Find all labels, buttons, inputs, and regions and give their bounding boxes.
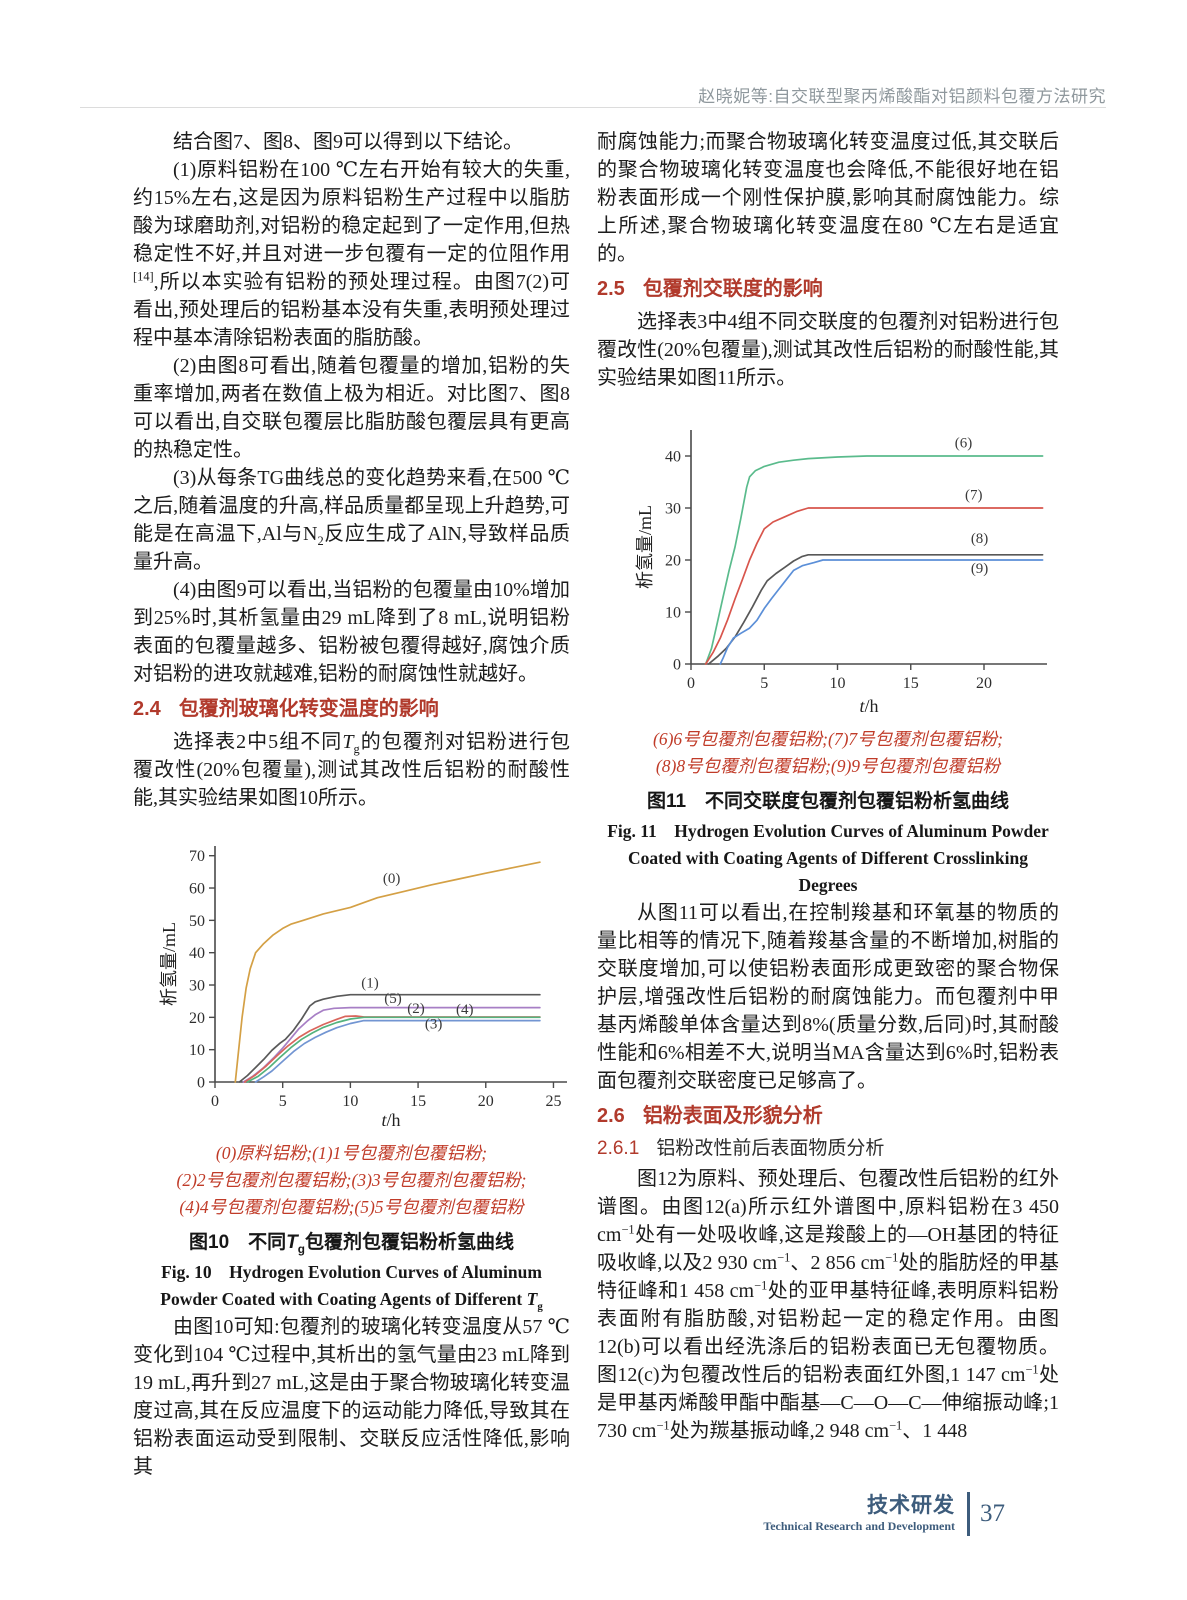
paragraph-after-2-4: 选择表2中5组不同Tg的包覆剂对铝粉进行包覆改性(20%包覆量),测试其改性后铝… (133, 731, 571, 809)
svg-text:(1): (1) (361, 976, 379, 992)
svg-text:40: 40 (665, 449, 681, 466)
svg-text:(0): (0) (383, 871, 401, 887)
svg-text:10: 10 (189, 1042, 205, 1059)
svg-text:10: 10 (342, 1093, 358, 1110)
paragraph-ir-analysis: 图12为原料、预处理后、包覆改性后铝粉的红外谱图。由图12(a)所示红外谱图中,… (597, 1168, 1060, 1442)
svg-text:(8): (8) (971, 531, 989, 547)
footer-labels: 技术研发 Technical Research and Development (763, 1494, 955, 1534)
fig11-legend: (6)6号包覆剂包覆铝粉;(7)7号包覆剂包覆铝粉; (8)8号包覆剂包覆铝粉;… (597, 726, 1059, 780)
section-number: 2.5 (597, 278, 625, 300)
svg-text:10: 10 (665, 605, 681, 622)
section-number: 2.6 (597, 1105, 625, 1127)
running-head-title: 赵晓妮等:自交联型聚丙烯酸酯对铝颜料包覆方法研究 (698, 87, 1106, 106)
section-title: 包覆剂玻璃化转变温度的影响 (178, 698, 439, 720)
section-heading-2-5: 2.5 包覆剂交联度的影响 (597, 275, 1059, 303)
fig11-legend-line-2: (8)8号包覆剂包覆铝粉;(9)9号包覆剂包覆铝粉 (655, 756, 1001, 776)
page-number: 37 (980, 1500, 1005, 1527)
page-footer: 技术研发 Technical Research and Development … (763, 1492, 1005, 1536)
svg-text:(9): (9) (971, 561, 989, 577)
svg-text:0: 0 (673, 657, 681, 674)
section-title: 铝粉改性前后表面物质分析 (656, 1138, 885, 1159)
svg-text:10: 10 (830, 675, 846, 692)
left-column: 结合图7、图8、图9可以得到以下结论。 (1)原料铝粉在100 ℃左右开始有较大… (133, 128, 570, 1481)
section-heading-2-4: 2.4 包覆剂玻璃化转变温度的影响 (133, 695, 570, 723)
paragraph-conclusion-2: (2)由图8可看出,随着包覆量的增加,铝粉的失重率增加,两者在数值上极为相近。对… (133, 355, 570, 461)
fig11-caption-en: Fig. 11 Hydrogen Evolution Curves of Alu… (607, 821, 1049, 895)
svg-text:25: 25 (545, 1093, 561, 1110)
svg-text:0: 0 (687, 675, 695, 692)
svg-text:析氢量/mL: 析氢量/mL (159, 922, 179, 1006)
section-number: 2.6.1 (597, 1138, 640, 1159)
svg-text:0: 0 (211, 1093, 219, 1110)
svg-text:(3): (3) (425, 1016, 443, 1032)
svg-text:5: 5 (279, 1093, 287, 1110)
fig10-legend: (0)原料铝粉;(1)1号包覆剂包覆铝粉; (2)2号包覆剂包覆铝粉;(3)3号… (133, 1140, 570, 1221)
right-column: 耐腐蚀能力;而聚合物玻璃化转变温度过低,其交联后的聚合物玻璃化转变温度也会降低,… (597, 128, 1059, 1445)
svg-text:30: 30 (189, 978, 205, 995)
section-number: 2.4 (133, 698, 161, 720)
svg-text:析氢量/mL: 析氢量/mL (635, 505, 655, 589)
fig10-chart: 0 5 10 15 20 25 0 10 20 30 40 50 60 70 t/h 析氢量/mL (0) (1)… (159, 846, 567, 1130)
figure-11: 0 5 10 15 20 0 10 20 30 40 t/h 析氢量/mL (6) (7) (8) (9) (… (597, 416, 1059, 899)
svg-text:5: 5 (760, 675, 768, 692)
fig10-legend-line-1: (0)原料铝粉;(1)1号包覆剂包覆铝粉; (215, 1143, 488, 1163)
svg-text:(6): (6) (955, 436, 973, 452)
svg-text:(4): (4) (456, 1002, 474, 1018)
section-heading-2-6: 2.6 铝粉表面及形貌分析 (597, 1102, 1059, 1130)
svg-text:40: 40 (189, 945, 205, 962)
footer-section-label-zh: 技术研发 (867, 1494, 955, 1517)
svg-text:(5): (5) (384, 991, 402, 1007)
fig10-legend-line-3: (4)4号包覆剂包覆铝粉;(5)5号包覆剂包覆铝粉 (179, 1197, 524, 1217)
paragraph-after-2-5: 选择表3中4组不同交联度的包覆剂对铝粉进行包覆改性(20%包覆量),测试其改性后… (597, 311, 1059, 389)
svg-text:15: 15 (903, 675, 919, 692)
footer-section-label-en: Technical Research and Development (763, 1519, 955, 1533)
fig11-chart: 0 5 10 15 20 0 10 20 30 40 t/h 析氢量/mL (6) (7) (8) (9) (635, 430, 1047, 716)
svg-text:t/h: t/h (381, 1110, 400, 1130)
paragraph-fig10-discussion: 由图10可知:包覆剂的玻璃化转变温度从57 ℃变化到104 ℃过程中,其析出的氢… (133, 1316, 570, 1478)
svg-text:20: 20 (665, 553, 681, 570)
fig10-caption-en: Fig. 10 Hydrogen Evolution Curves of Alu… (160, 1262, 543, 1313)
svg-text:t/h: t/h (859, 696, 878, 716)
paragraph-fig11-discussion: 从图11可以看出,在控制羧基和环氧基的物质的量比相等的情况下,随着羧基含量的不断… (597, 902, 1059, 1092)
svg-text:20: 20 (976, 675, 992, 692)
fig11-legend-line-1: (6)6号包覆剂包覆铝粉;(7)7号包覆剂包覆铝粉; (653, 729, 1003, 749)
paragraph-conclusion-3: (3)从每条TG曲线总的变化趋势来看,在500 ℃之后,随着温度的升高,样品质量… (133, 467, 570, 573)
svg-text:60: 60 (189, 881, 205, 898)
figure-10: 0 5 10 15 20 25 0 10 20 30 40 50 60 70 t/h 析氢量/mL (0) (1)… (133, 836, 570, 1313)
svg-text:20: 20 (189, 1010, 205, 1027)
paragraph-conclusion-4: (4)由图9可以看出,当铝粉的包覆量由10%增加到25%时,其析氢量由29 mL… (133, 579, 570, 685)
paragraph-continuation: 耐腐蚀能力;而聚合物玻璃化转变温度过低,其交联后的聚合物玻璃化转变温度也会降低,… (597, 131, 1059, 265)
paragraph-conclusion-1: (1)原料铝粉在100 ℃左右开始有较大的失重,约15%左右,这是因为原料铝粉生… (133, 159, 570, 349)
fig10-legend-line-2: (2)2号包覆剂包覆铝粉;(3)3号包覆剂包覆铝粉; (176, 1170, 527, 1190)
svg-text:(7): (7) (965, 488, 983, 504)
svg-text:50: 50 (189, 913, 205, 930)
section-heading-2-6-1: 2.6.1 铝粉改性前后表面物质分析 (597, 1135, 1059, 1163)
svg-text:(2): (2) (407, 1001, 425, 1017)
fig10-caption-zh: 图10 不同Tg包覆剂包覆铝粉析氢曲线 (189, 1232, 514, 1256)
svg-text:30: 30 (665, 501, 681, 518)
fig11-caption-zh: 图11 不同交联度包覆剂包覆铝粉析氢曲线 (646, 791, 1010, 812)
footer-divider (967, 1492, 970, 1536)
paragraph-conclusion-intro: 结合图7、图8、图9可以得到以下结论。 (173, 131, 523, 153)
svg-text:0: 0 (197, 1075, 205, 1092)
svg-text:70: 70 (189, 848, 205, 865)
svg-text:20: 20 (478, 1093, 494, 1110)
section-title: 铝粉表面及形貌分析 (642, 1105, 823, 1127)
header-rule (80, 107, 1106, 108)
svg-text:15: 15 (410, 1093, 426, 1110)
section-title: 包覆剂交联度的影响 (642, 278, 823, 300)
